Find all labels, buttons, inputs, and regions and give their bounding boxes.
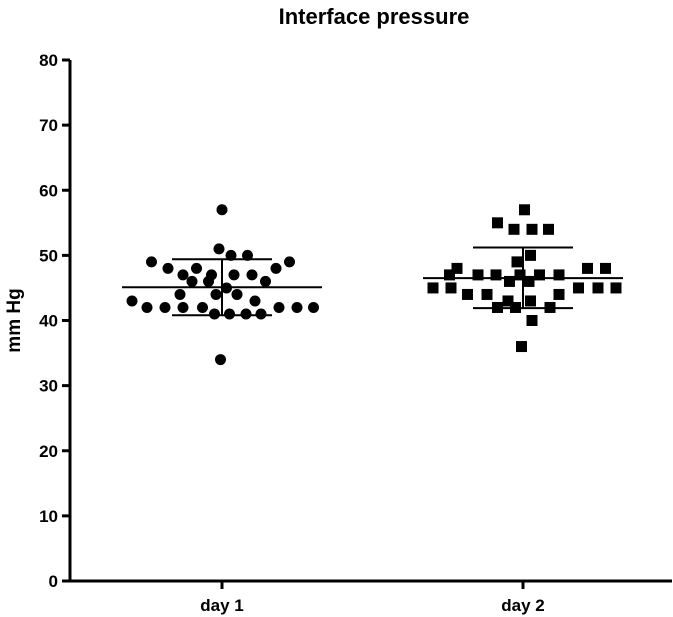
x-tick-label: day 1: [200, 596, 243, 615]
y-tick-label: 60: [39, 181, 58, 200]
data-point-square: [481, 288, 493, 300]
data-point-square: [525, 249, 536, 261]
data-point-square: [472, 269, 484, 281]
data-point-circle: [308, 301, 319, 313]
data-point-circle: [186, 275, 198, 287]
y-tick-label: 40: [39, 312, 58, 331]
data-points: [126, 204, 622, 366]
data-point-square: [600, 262, 611, 274]
data-point-circle: [284, 256, 295, 268]
y-tick-label: 20: [39, 442, 58, 461]
data-point-square: [451, 262, 463, 274]
data-point-circle: [225, 249, 237, 261]
data-point-circle: [221, 282, 232, 294]
data-point-circle: [242, 249, 253, 261]
data-point-circle: [197, 301, 208, 313]
data-point-square: [610, 282, 622, 294]
data-point-square: [553, 269, 565, 281]
data-point-square: [573, 282, 584, 294]
data-point-circle: [231, 288, 243, 300]
y-tick-label: 0: [49, 572, 58, 591]
data-point-square: [526, 315, 538, 326]
data-point-circle: [177, 301, 189, 313]
data-point-circle: [159, 301, 171, 313]
data-point-square: [516, 341, 527, 353]
y-tick-label: 80: [39, 51, 58, 70]
y-tick-label: 70: [39, 116, 58, 135]
data-point-square: [462, 288, 473, 300]
data-point-circle: [177, 269, 189, 281]
data-point-square: [525, 295, 536, 307]
data-point-square: [427, 282, 439, 294]
x-tick-label: day 2: [501, 596, 544, 615]
data-point-square: [502, 295, 514, 307]
data-point-square: [508, 223, 520, 235]
chart-title: Interface pressure: [279, 4, 470, 29]
data-point-circle: [146, 256, 157, 268]
y-tick-label: 30: [39, 377, 58, 396]
data-point-square: [490, 269, 502, 281]
data-point-square: [519, 204, 530, 216]
data-point-square: [523, 275, 535, 287]
data-point-circle: [174, 288, 186, 300]
data-point-circle: [270, 262, 282, 274]
data-point-circle: [216, 204, 228, 216]
data-point-square: [445, 282, 457, 294]
data-point-square: [510, 301, 521, 313]
data-point-circle: [126, 295, 138, 307]
data-point-circle: [215, 354, 226, 366]
data-point-square: [511, 256, 523, 268]
data-point-square: [543, 223, 554, 235]
y-tick-label: 10: [39, 507, 58, 526]
data-point-circle: [162, 262, 174, 274]
data-point-circle: [291, 301, 303, 313]
data-point-circle: [210, 288, 222, 300]
data-point-circle: [191, 262, 202, 274]
data-point-square: [492, 301, 503, 313]
data-point-square: [592, 282, 604, 294]
data-point-circle: [224, 308, 235, 320]
data-point-square: [492, 217, 503, 229]
data-point-circle: [228, 269, 240, 281]
data-point-square: [444, 269, 455, 281]
data-point-square: [504, 275, 515, 287]
data-point-circle: [273, 301, 285, 313]
data-point-circle: [249, 295, 261, 307]
data-point-square: [526, 223, 538, 235]
data-point-circle: [260, 275, 271, 287]
data-point-square: [582, 262, 593, 274]
data-point-square: [553, 288, 565, 300]
data-point-circle: [213, 243, 225, 255]
data-point-circle: [141, 301, 153, 313]
data-point-square: [514, 269, 526, 281]
y-axis-label: mm Hg: [4, 288, 25, 352]
data-point-circle: [246, 269, 258, 281]
data-point-square: [534, 269, 545, 281]
x-axis: day 1 day 2: [70, 579, 672, 615]
y-axis: 0 10 20 30 40 50 60 70 80: [39, 51, 72, 591]
data-point-circle: [255, 308, 267, 320]
data-point-circle: [203, 275, 214, 287]
data-point-square: [544, 301, 556, 313]
y-tick-label: 50: [39, 246, 58, 265]
data-point-circle: [209, 308, 220, 320]
data-point-circle: [240, 308, 252, 320]
